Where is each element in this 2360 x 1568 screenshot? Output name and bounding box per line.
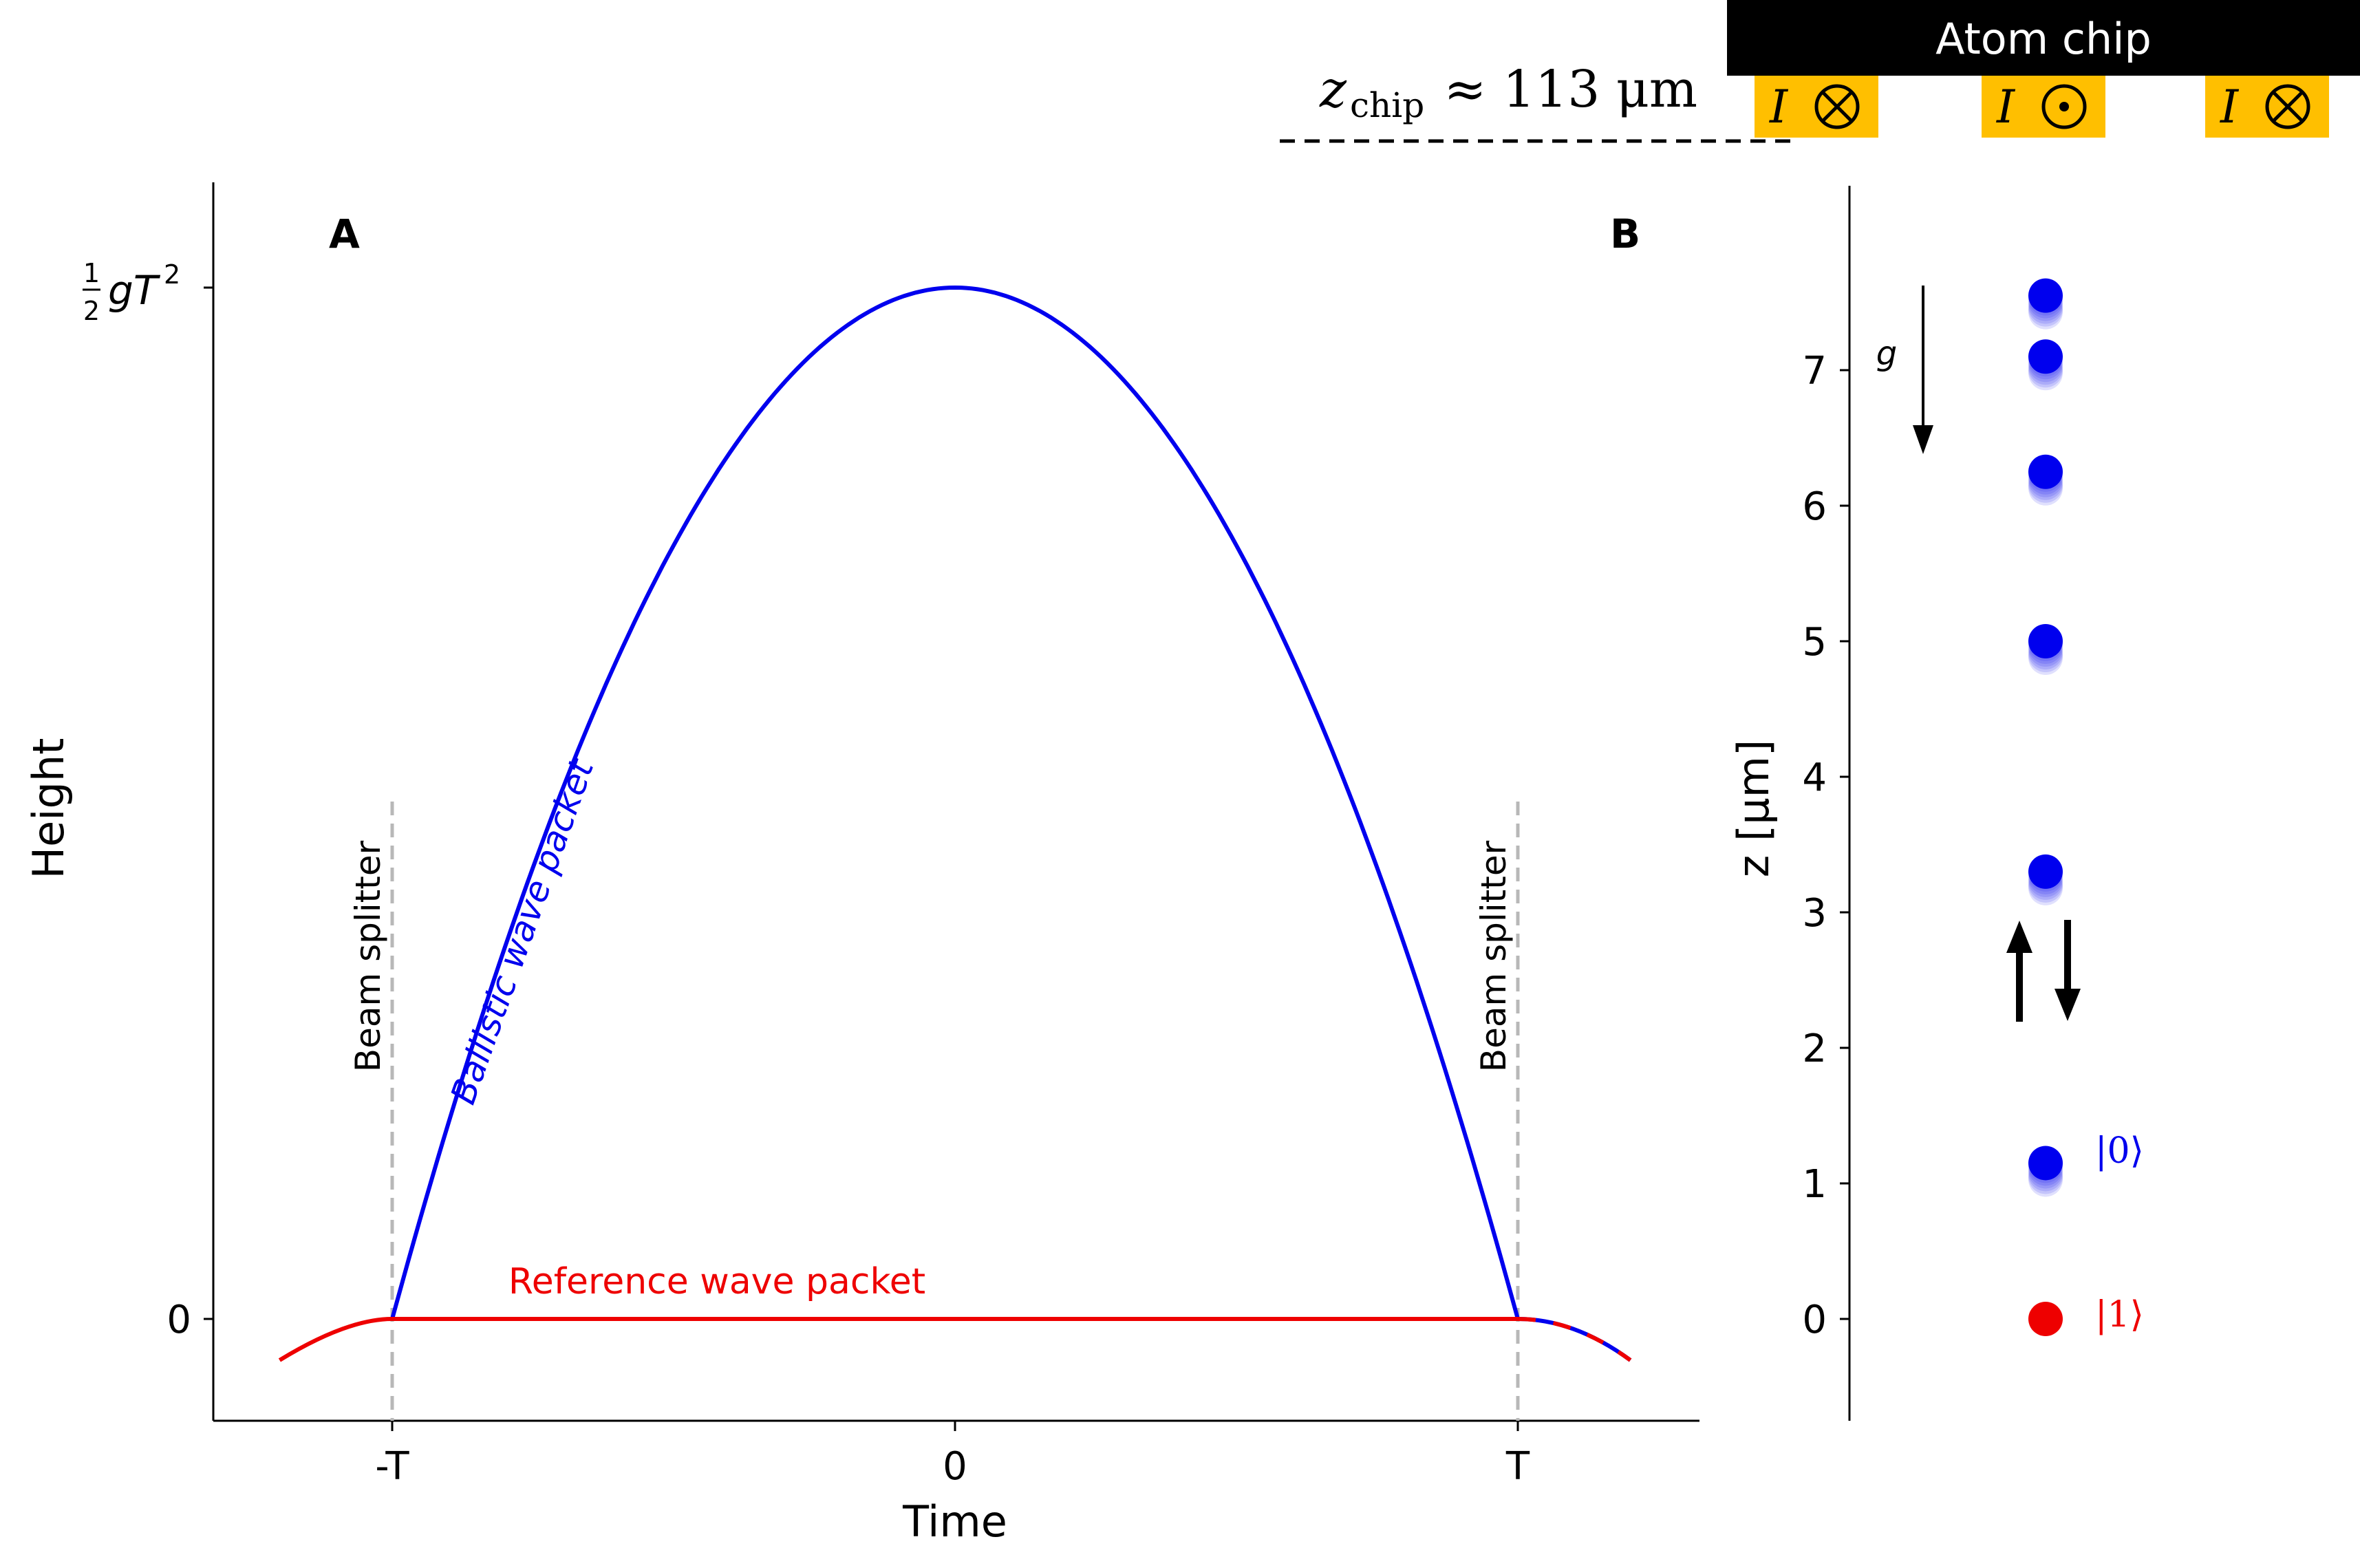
y-tick-label-half-g-t-squared: 1 2 gT 2: [83, 258, 180, 326]
cross-stroke-1: [2272, 91, 2304, 122]
x-tick-label-0: 0: [943, 1444, 967, 1489]
panel-b-tick-label-3: 3: [1802, 891, 1827, 936]
beam-splitter-label-right: Beam splitter: [1474, 840, 1514, 1072]
panel-b-tick-label-6: 6: [1802, 484, 1827, 529]
atom-chip-title: Atom chip: [1935, 14, 2152, 64]
x-tick-label-neg-t: -T: [375, 1444, 409, 1489]
atom-chip-bar: [1727, 0, 2360, 76]
fraction-numerator: 1: [83, 258, 100, 288]
y-axis-label: Height: [23, 738, 74, 879]
state-1-label: |1⟩: [2095, 1294, 2144, 1335]
atom-chip: Atom chip I I I z chip ≈ 113 μm: [1280, 0, 2360, 143]
z-chip-symbol: z: [1319, 60, 1347, 119]
fraction-denominator: 2: [83, 296, 100, 326]
chip-wire-current-label-2: I: [2220, 80, 2240, 133]
panel-a: A 0 1 2 gT 2 -T 0 T Time Height Beam spl…: [23, 182, 1699, 1547]
x-axis-label: Time: [902, 1496, 1007, 1547]
down-arrow-head-icon: [2055, 989, 2081, 1021]
beam-splitter-label-left: Beam splitter: [348, 840, 388, 1072]
state-0-point-5: [2028, 1146, 2063, 1181]
z-chip-value: ≈ 113 μm: [1428, 60, 1697, 119]
state-0-label: |0⟩: [2095, 1130, 2144, 1172]
chip-wire-current-label-0: I: [1769, 80, 1789, 133]
cross-stroke-1: [1821, 91, 1853, 122]
state-1-point-0: [2028, 1302, 2063, 1336]
panel-b-ticks: 0 1 2 3 4 5 6 7: [1802, 349, 1849, 1342]
y-tick-label-0: 0: [167, 1298, 191, 1342]
panel-b-tick-label-0: 0: [1802, 1298, 1827, 1342]
panel-b-tick-label-2: 2: [1802, 1027, 1827, 1071]
panel-b-tick-label-7: 7: [1802, 349, 1827, 394]
exponent-2: 2: [164, 259, 180, 290]
overlap-curve-after-t: [1517, 1317, 1632, 1362]
state-0-point-1: [2028, 339, 2063, 374]
current-out-of-page-icon: [2041, 84, 2087, 129]
reference-wave-packet-label: Reference wave packet: [508, 1261, 925, 1302]
z-chip-subscript: chip: [1350, 85, 1424, 125]
center-dot: [2059, 102, 2069, 111]
panel-b-letter: B: [1610, 211, 1640, 257]
panel-b-tick-label-1: 1: [1802, 1162, 1827, 1207]
panel-a-letter: A: [329, 211, 360, 257]
gravity-label: g: [1876, 334, 1897, 373]
up-down-arrows-icon: [2006, 920, 2081, 1022]
current-into-page-icon: [2265, 84, 2310, 129]
ballistic-wave-packet-label: Ballistic wave packet: [443, 753, 602, 1109]
panel-b-tick-label-4: 4: [1802, 755, 1827, 800]
up-arrow-head-icon: [2006, 921, 2032, 953]
panel-b-tick-label-5: 5: [1802, 620, 1827, 665]
current-into-page-icon: [1814, 84, 1860, 129]
g-t-symbol: gT: [108, 267, 161, 314]
state-0-point-4: [2028, 854, 2063, 889]
reference-wave-packet-curve: [278, 1317, 1518, 1362]
x-tick-label-t: T: [1505, 1444, 1530, 1489]
state-0-point-2: [2028, 454, 2063, 489]
ballistic-wave-packet-curve: [390, 285, 1632, 1362]
panel-b: B 0 1 2 3 4 5 6 7 z [μm] g |0⟩ |1⟩: [1610, 186, 2144, 1421]
chip-wire-current-label-1: I: [1996, 80, 2016, 133]
gravity-arrow-head-icon: [1913, 425, 1933, 454]
panel-b-points: [2028, 278, 2063, 1336]
state-0-point-0: [2028, 278, 2063, 313]
panel-b-y-axis-label: z [μm]: [1728, 740, 1779, 877]
state-0-point-3: [2028, 624, 2063, 658]
